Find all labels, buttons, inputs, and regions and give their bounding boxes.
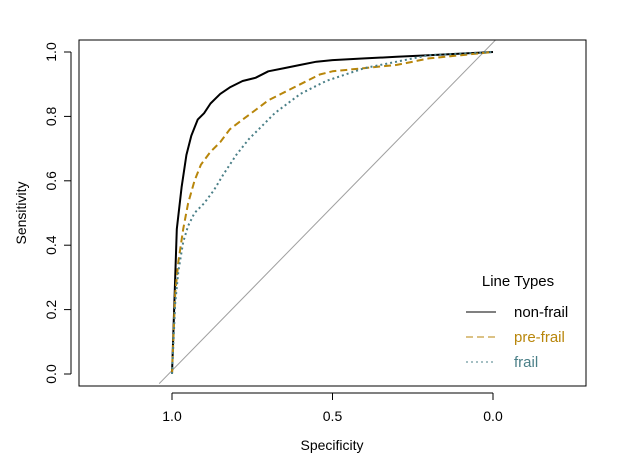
x-axis: 1.0 0.5 0.0 xyxy=(162,392,503,424)
plot-frame xyxy=(78,39,587,387)
reference-diagonal-line xyxy=(158,40,497,385)
x-tick-label: 1.0 xyxy=(162,408,182,424)
plot-content xyxy=(158,40,497,385)
x-tick-label: 0.5 xyxy=(323,408,343,424)
legend-items: non-frail pre-frail frail xyxy=(466,304,568,371)
y-tick-label: 0.2 xyxy=(43,300,59,320)
y-tick-label: 0.0 xyxy=(43,364,59,384)
y-tick-label: 0.6 xyxy=(43,171,59,191)
y-tick-label: 1.0 xyxy=(43,42,59,62)
y-axis-title: Sensitivity xyxy=(13,181,29,244)
y-axis: 0.0 0.2 0.4 0.6 0.8 1.0 xyxy=(43,42,72,384)
legend-label-non-frail: non-frail xyxy=(514,304,568,321)
legend: Line Types non-frail pre-frail frail xyxy=(466,273,568,371)
legend-label-pre-frail: pre-frail xyxy=(514,329,565,346)
y-tick-label: 0.8 xyxy=(43,106,59,126)
x-axis-title: Specificity xyxy=(300,437,363,453)
x-tick-label: 0.0 xyxy=(483,408,503,424)
series-group xyxy=(171,51,494,375)
series-line-pre-frail xyxy=(171,51,494,375)
legend-label-frail: frail xyxy=(514,354,538,371)
series-line-frail xyxy=(171,51,494,375)
series-line-non-frail xyxy=(171,51,494,375)
legend-title: Line Types xyxy=(482,273,554,290)
y-tick-label: 0.4 xyxy=(43,235,59,255)
